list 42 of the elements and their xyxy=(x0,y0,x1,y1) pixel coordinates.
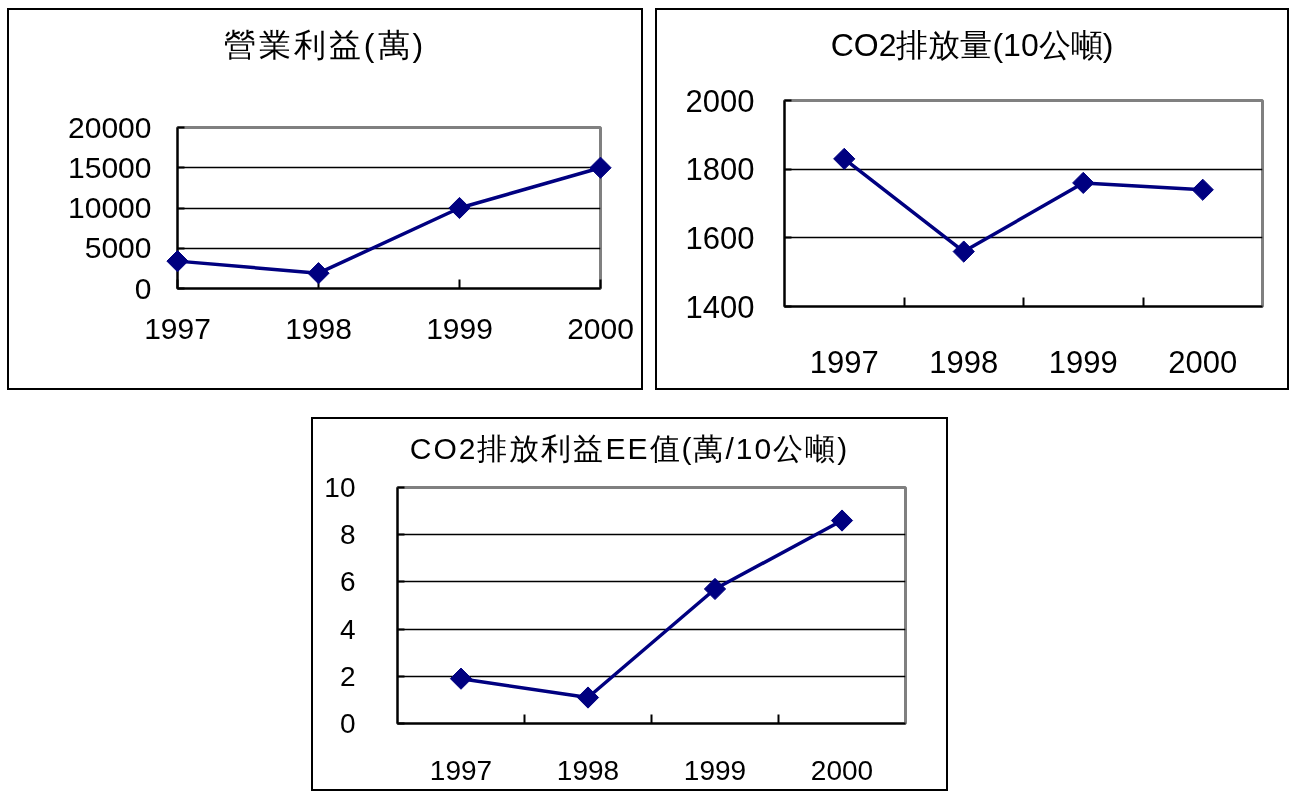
x-tick-label: 2000 xyxy=(1168,344,1238,380)
point xyxy=(576,686,600,709)
y-tick-label: 2000 xyxy=(685,83,755,119)
y-tick-label: 0 xyxy=(134,271,152,305)
x-tick-label: 1997 xyxy=(809,344,879,380)
x-tick-label: 1999 xyxy=(683,754,747,786)
y-tick-label: 1600 xyxy=(685,220,755,256)
y-tick-label: 1800 xyxy=(685,152,755,188)
point xyxy=(449,667,473,690)
y-tick-label: 6 xyxy=(339,566,356,598)
point xyxy=(952,240,975,263)
point xyxy=(833,147,856,170)
chart-title: CO2排放利益EE值(萬/10公噸) xyxy=(409,431,850,467)
point xyxy=(307,262,330,285)
x-tick-label: 1999 xyxy=(1048,344,1118,380)
y-tick-label: 10 xyxy=(324,472,356,503)
point xyxy=(1072,171,1095,195)
y-tick-label: 1400 xyxy=(685,289,755,325)
y-tick-label: 20000 xyxy=(68,110,152,144)
y-tick-label: 10000 xyxy=(68,191,152,224)
x-tick-label: 1997 xyxy=(429,754,493,786)
y-tick-label: 8 xyxy=(339,519,356,551)
point xyxy=(448,196,471,220)
y-tick-label: 4 xyxy=(339,613,356,645)
x-tick-label: 1999 xyxy=(426,311,493,345)
chart-title: 營業利益(萬) xyxy=(223,26,427,65)
point xyxy=(589,156,612,179)
chart-title: CO2排放量(10公噸) xyxy=(830,26,1114,65)
y-tick-label: 0 xyxy=(339,708,356,739)
x-tick-label: 1998 xyxy=(556,754,620,786)
x-tick-label: 1998 xyxy=(929,344,999,380)
x-tick-label: 1997 xyxy=(144,311,211,345)
point xyxy=(1191,178,1214,201)
point xyxy=(703,577,727,601)
point xyxy=(166,250,189,273)
x-tick-label: 1998 xyxy=(285,311,352,345)
y-tick-label: 2 xyxy=(339,660,356,692)
x-tick-label: 2000 xyxy=(810,754,874,786)
y-tick-label: 15000 xyxy=(68,150,152,184)
y-tick-label: 5000 xyxy=(84,231,152,265)
point xyxy=(830,509,854,532)
x-tick-label: 2000 xyxy=(567,311,634,345)
